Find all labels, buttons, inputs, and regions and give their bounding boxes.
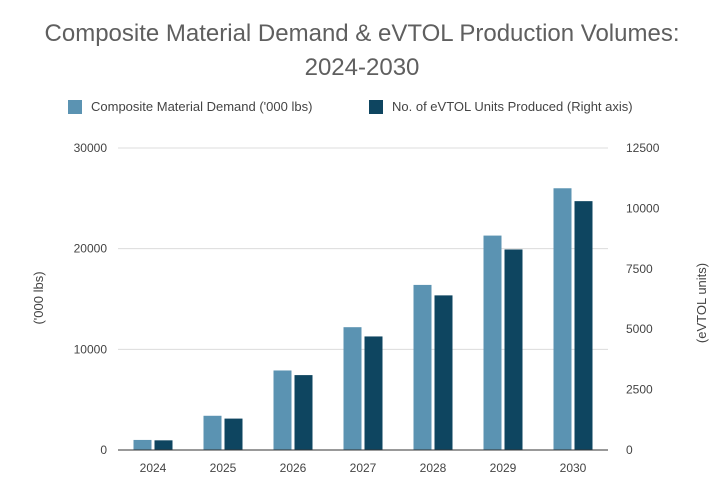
x-tick-label: 2026 <box>280 461 307 475</box>
x-tick-label: 2030 <box>560 461 587 475</box>
legend-swatch-composite-demand <box>68 99 82 114</box>
y-axis-right-label: (eVTOL units) <box>694 263 709 343</box>
x-tick-label: 2025 <box>210 461 237 475</box>
chart-title-line-1: Composite Material Demand & eVTOL Produc… <box>44 20 680 47</box>
y-right-tick-label: 7500 <box>626 262 653 276</box>
bar-evtol-units-2024 <box>154 440 173 450</box>
y-left-tick-label: 30000 <box>74 141 108 155</box>
legend-item-composite-demand: Composite Material Demand ('000 lbs) <box>68 99 312 114</box>
y-left-tick-label: 20000 <box>74 242 108 256</box>
bar-composite-demand-2024 <box>133 439 152 450</box>
y-right-tick-label: 12500 <box>626 141 660 155</box>
bar-composite-demand-2029 <box>483 235 502 450</box>
y-left-tick-label: 0 <box>100 443 107 457</box>
y-right-tick-label: 5000 <box>626 322 653 336</box>
x-tick-label: 2024 <box>140 461 167 475</box>
y-axis-left-label: ('000 lbs) <box>31 271 46 324</box>
bar-composite-demand-2030 <box>553 188 572 450</box>
bar-evtol-units-2025 <box>224 418 243 450</box>
bar-composite-demand-2027 <box>343 327 362 450</box>
y-right-tick-label: 0 <box>626 443 633 457</box>
legend-item-evtol-units: No. of eVTOL Units Produced (Right axis) <box>369 99 633 114</box>
bar-composite-demand-2028 <box>413 284 432 450</box>
bar-evtol-units-2029 <box>504 249 523 450</box>
x-tick-label: 2027 <box>350 461 377 475</box>
legend-label-evtol-units: No. of eVTOL Units Produced (Right axis) <box>392 99 633 114</box>
y-right-tick-label: 10000 <box>626 201 660 215</box>
bar-evtol-units-2030 <box>574 201 593 450</box>
y-left-tick-label: 10000 <box>74 342 108 356</box>
bar-evtol-units-2028 <box>434 295 453 450</box>
bar-evtol-units-2026 <box>294 375 313 450</box>
x-tick-label: 2029 <box>490 461 517 475</box>
chart-title-line-2: 2024-2030 <box>304 54 420 81</box>
x-tick-label: 2028 <box>420 461 447 475</box>
bar-composite-demand-2025 <box>203 415 222 450</box>
bar-composite-demand-2026 <box>273 370 292 450</box>
legend-label-composite-demand: Composite Material Demand ('000 lbs) <box>91 99 313 114</box>
y-right-tick-label: 2500 <box>626 383 653 397</box>
legend-swatch-evtol-units <box>369 99 383 114</box>
bar-evtol-units-2027 <box>364 336 383 450</box>
